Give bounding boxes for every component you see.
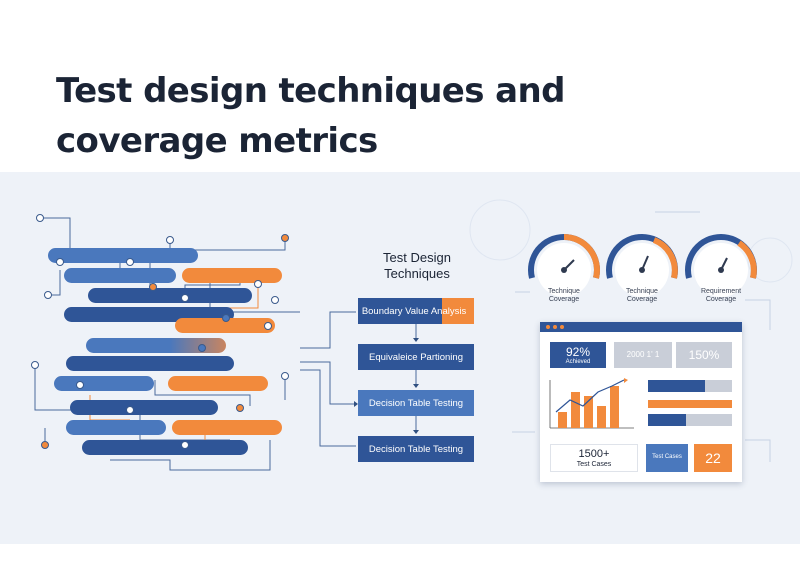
progress-fill-2 bbox=[648, 400, 732, 408]
page-title-line2: coverage metrics bbox=[56, 121, 378, 161]
progress-fill-1 bbox=[648, 380, 706, 392]
flow-step-label: Boundary Value Analysis bbox=[361, 305, 467, 317]
flow-step-boundary-value: Boundary Value Analysis bbox=[358, 298, 466, 324]
progress-track-1 bbox=[648, 380, 732, 392]
window-dot-icon bbox=[553, 325, 557, 329]
gauge-icon bbox=[685, 233, 757, 297]
stat-label: Achieved bbox=[565, 359, 591, 365]
technique-bars bbox=[48, 248, 282, 455]
stat-value: 2000 1' 1 bbox=[626, 350, 660, 359]
flow-step-label: Equivaleice Partioning bbox=[368, 351, 463, 363]
gauge-label-line: Coverage bbox=[705, 296, 737, 303]
dashboard-titlebar bbox=[540, 322, 742, 332]
stat-achieved: 92% Achieved bbox=[550, 342, 606, 368]
progress-fill-3 bbox=[648, 414, 686, 426]
header bbox=[0, 40, 800, 170]
gauge-label-line: Requirement bbox=[700, 288, 742, 295]
stat-label: Test Cases bbox=[576, 461, 612, 468]
bar-chart-icon bbox=[549, 378, 634, 429]
gauge-icon bbox=[528, 233, 600, 297]
flow-title: Test Design Techniques bbox=[362, 250, 472, 282]
flow-box-accent bbox=[440, 298, 474, 324]
page-title-line1: Test design techniques and bbox=[56, 71, 565, 111]
gauge-label-technique-2: Technique Coverage bbox=[602, 288, 682, 304]
gauge-label-technique-1: Technique Coverage bbox=[524, 288, 604, 304]
stat-value: 1500+ bbox=[578, 448, 610, 460]
flow-title-line2: Techniques bbox=[384, 266, 450, 281]
gauge-label-line: Coverage bbox=[548, 296, 580, 303]
gauge-label-line: Technique bbox=[626, 288, 658, 295]
bottom-strip bbox=[0, 544, 800, 584]
flow-step-decision-table-1: Decision Table Testing bbox=[358, 390, 474, 416]
button-label: Test Cases bbox=[652, 454, 682, 460]
progress-track-3 bbox=[648, 414, 732, 426]
decor-dots bbox=[469, 199, 793, 283]
flow-step-label: Decision Table Testing bbox=[368, 443, 464, 455]
stat-secondary: 2000 1' 1 bbox=[614, 342, 672, 368]
decor-lines bbox=[512, 211, 771, 462]
test-cases-button[interactable]: Test Cases bbox=[646, 444, 688, 472]
test-cases-card: 1500+ Test Cases bbox=[550, 444, 638, 472]
gauge-icon bbox=[606, 233, 678, 297]
dashboard-window: 92% Achieved 2000 1' 1 150% 1500+ Test C… bbox=[540, 322, 742, 482]
gauge-label-line: Technique bbox=[548, 288, 580, 295]
flow-step-equivalence: Equivaleice Partioning bbox=[358, 344, 474, 370]
trend-arrow-icon bbox=[555, 379, 625, 413]
stat-percent: 150% bbox=[676, 342, 732, 368]
stat-value: 92% bbox=[565, 345, 591, 359]
gauge-label-line: Coverage bbox=[626, 296, 658, 303]
arrow-down-icon bbox=[354, 338, 419, 434]
page-title: Test design techniques and coverage metr… bbox=[56, 66, 616, 166]
count-badge: 22 bbox=[694, 444, 732, 472]
gauge-label-requirement: Requirement Coverage bbox=[681, 288, 761, 304]
flow-title-line1: Test Design bbox=[383, 250, 451, 265]
flow-step-decision-table-2: Decision Table Testing bbox=[358, 436, 474, 462]
flow-step-label: Decision Table Testing bbox=[368, 397, 464, 409]
flow-connectors bbox=[300, 311, 417, 447]
stat-value: 22 bbox=[705, 450, 721, 466]
window-dot-icon bbox=[546, 325, 550, 329]
node-dots bbox=[31, 214, 289, 449]
stat-value: 150% bbox=[688, 348, 720, 362]
window-dot-icon bbox=[560, 325, 564, 329]
